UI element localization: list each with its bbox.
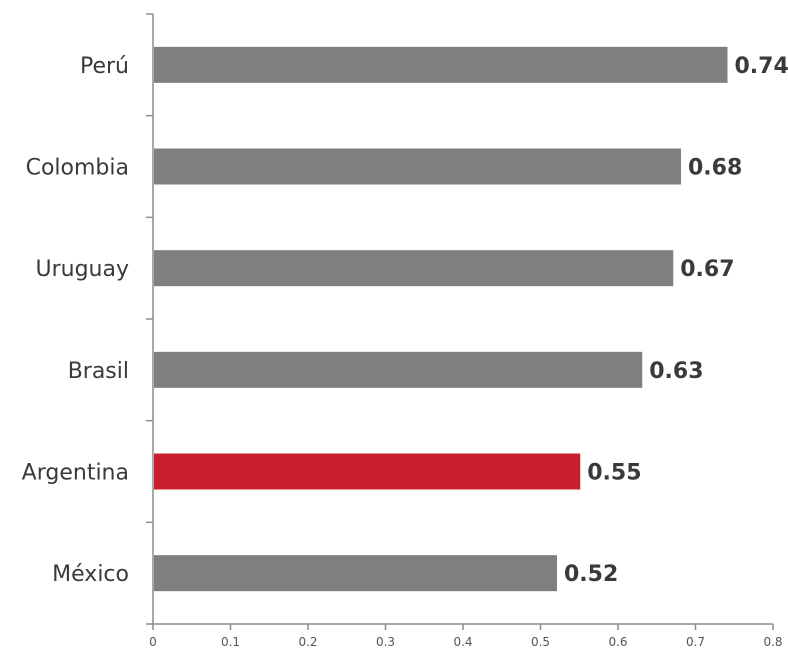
bar-colombia bbox=[154, 148, 681, 185]
x-tick-label: 0.7 bbox=[686, 635, 705, 649]
bar-brasil bbox=[154, 351, 643, 388]
x-tick-label: 0.3 bbox=[376, 635, 395, 649]
bar-peru bbox=[154, 46, 728, 83]
value-label-brasil: 0.63 bbox=[649, 359, 703, 384]
category-label-mexico: México bbox=[52, 562, 129, 587]
category-label-argentina: Argentina bbox=[22, 461, 129, 486]
category-label-colombia: Colombia bbox=[26, 156, 129, 181]
x-tick-label: 0.2 bbox=[298, 635, 317, 649]
value-label-uruguay: 0.67 bbox=[680, 257, 734, 282]
x-tick-label: 0.6 bbox=[608, 635, 627, 649]
x-tick-label: 0 bbox=[149, 635, 157, 649]
x-tick-label: 0.8 bbox=[763, 635, 782, 649]
category-labels: Perú Colombia Uruguay Brasil Argentina México bbox=[22, 54, 129, 587]
x-tick-label: 0.5 bbox=[531, 635, 550, 649]
y-axis bbox=[146, 13, 154, 625]
category-label-peru: Perú bbox=[80, 54, 129, 79]
category-label-brasil: Brasil bbox=[68, 359, 129, 384]
bar-argentina bbox=[154, 453, 581, 490]
bar-uruguay bbox=[154, 250, 674, 287]
category-label-uruguay: Uruguay bbox=[36, 257, 130, 282]
value-label-peru: 0.74 bbox=[735, 54, 788, 79]
x-tick-label: 0.1 bbox=[221, 635, 240, 649]
x-tick-label: 0.4 bbox=[453, 635, 472, 649]
value-labels: 0.74 0.68 0.67 0.63 0.55 0.52 bbox=[564, 54, 788, 587]
bars bbox=[154, 46, 728, 592]
value-label-mexico: 0.52 bbox=[564, 562, 618, 587]
x-axis: 0 0.1 0.2 0.3 0.4 0.5 0.6 0.7 0.8 bbox=[149, 623, 783, 649]
value-label-colombia: 0.68 bbox=[688, 156, 742, 181]
value-label-argentina: 0.55 bbox=[587, 461, 641, 486]
bar-mexico bbox=[154, 555, 557, 592]
